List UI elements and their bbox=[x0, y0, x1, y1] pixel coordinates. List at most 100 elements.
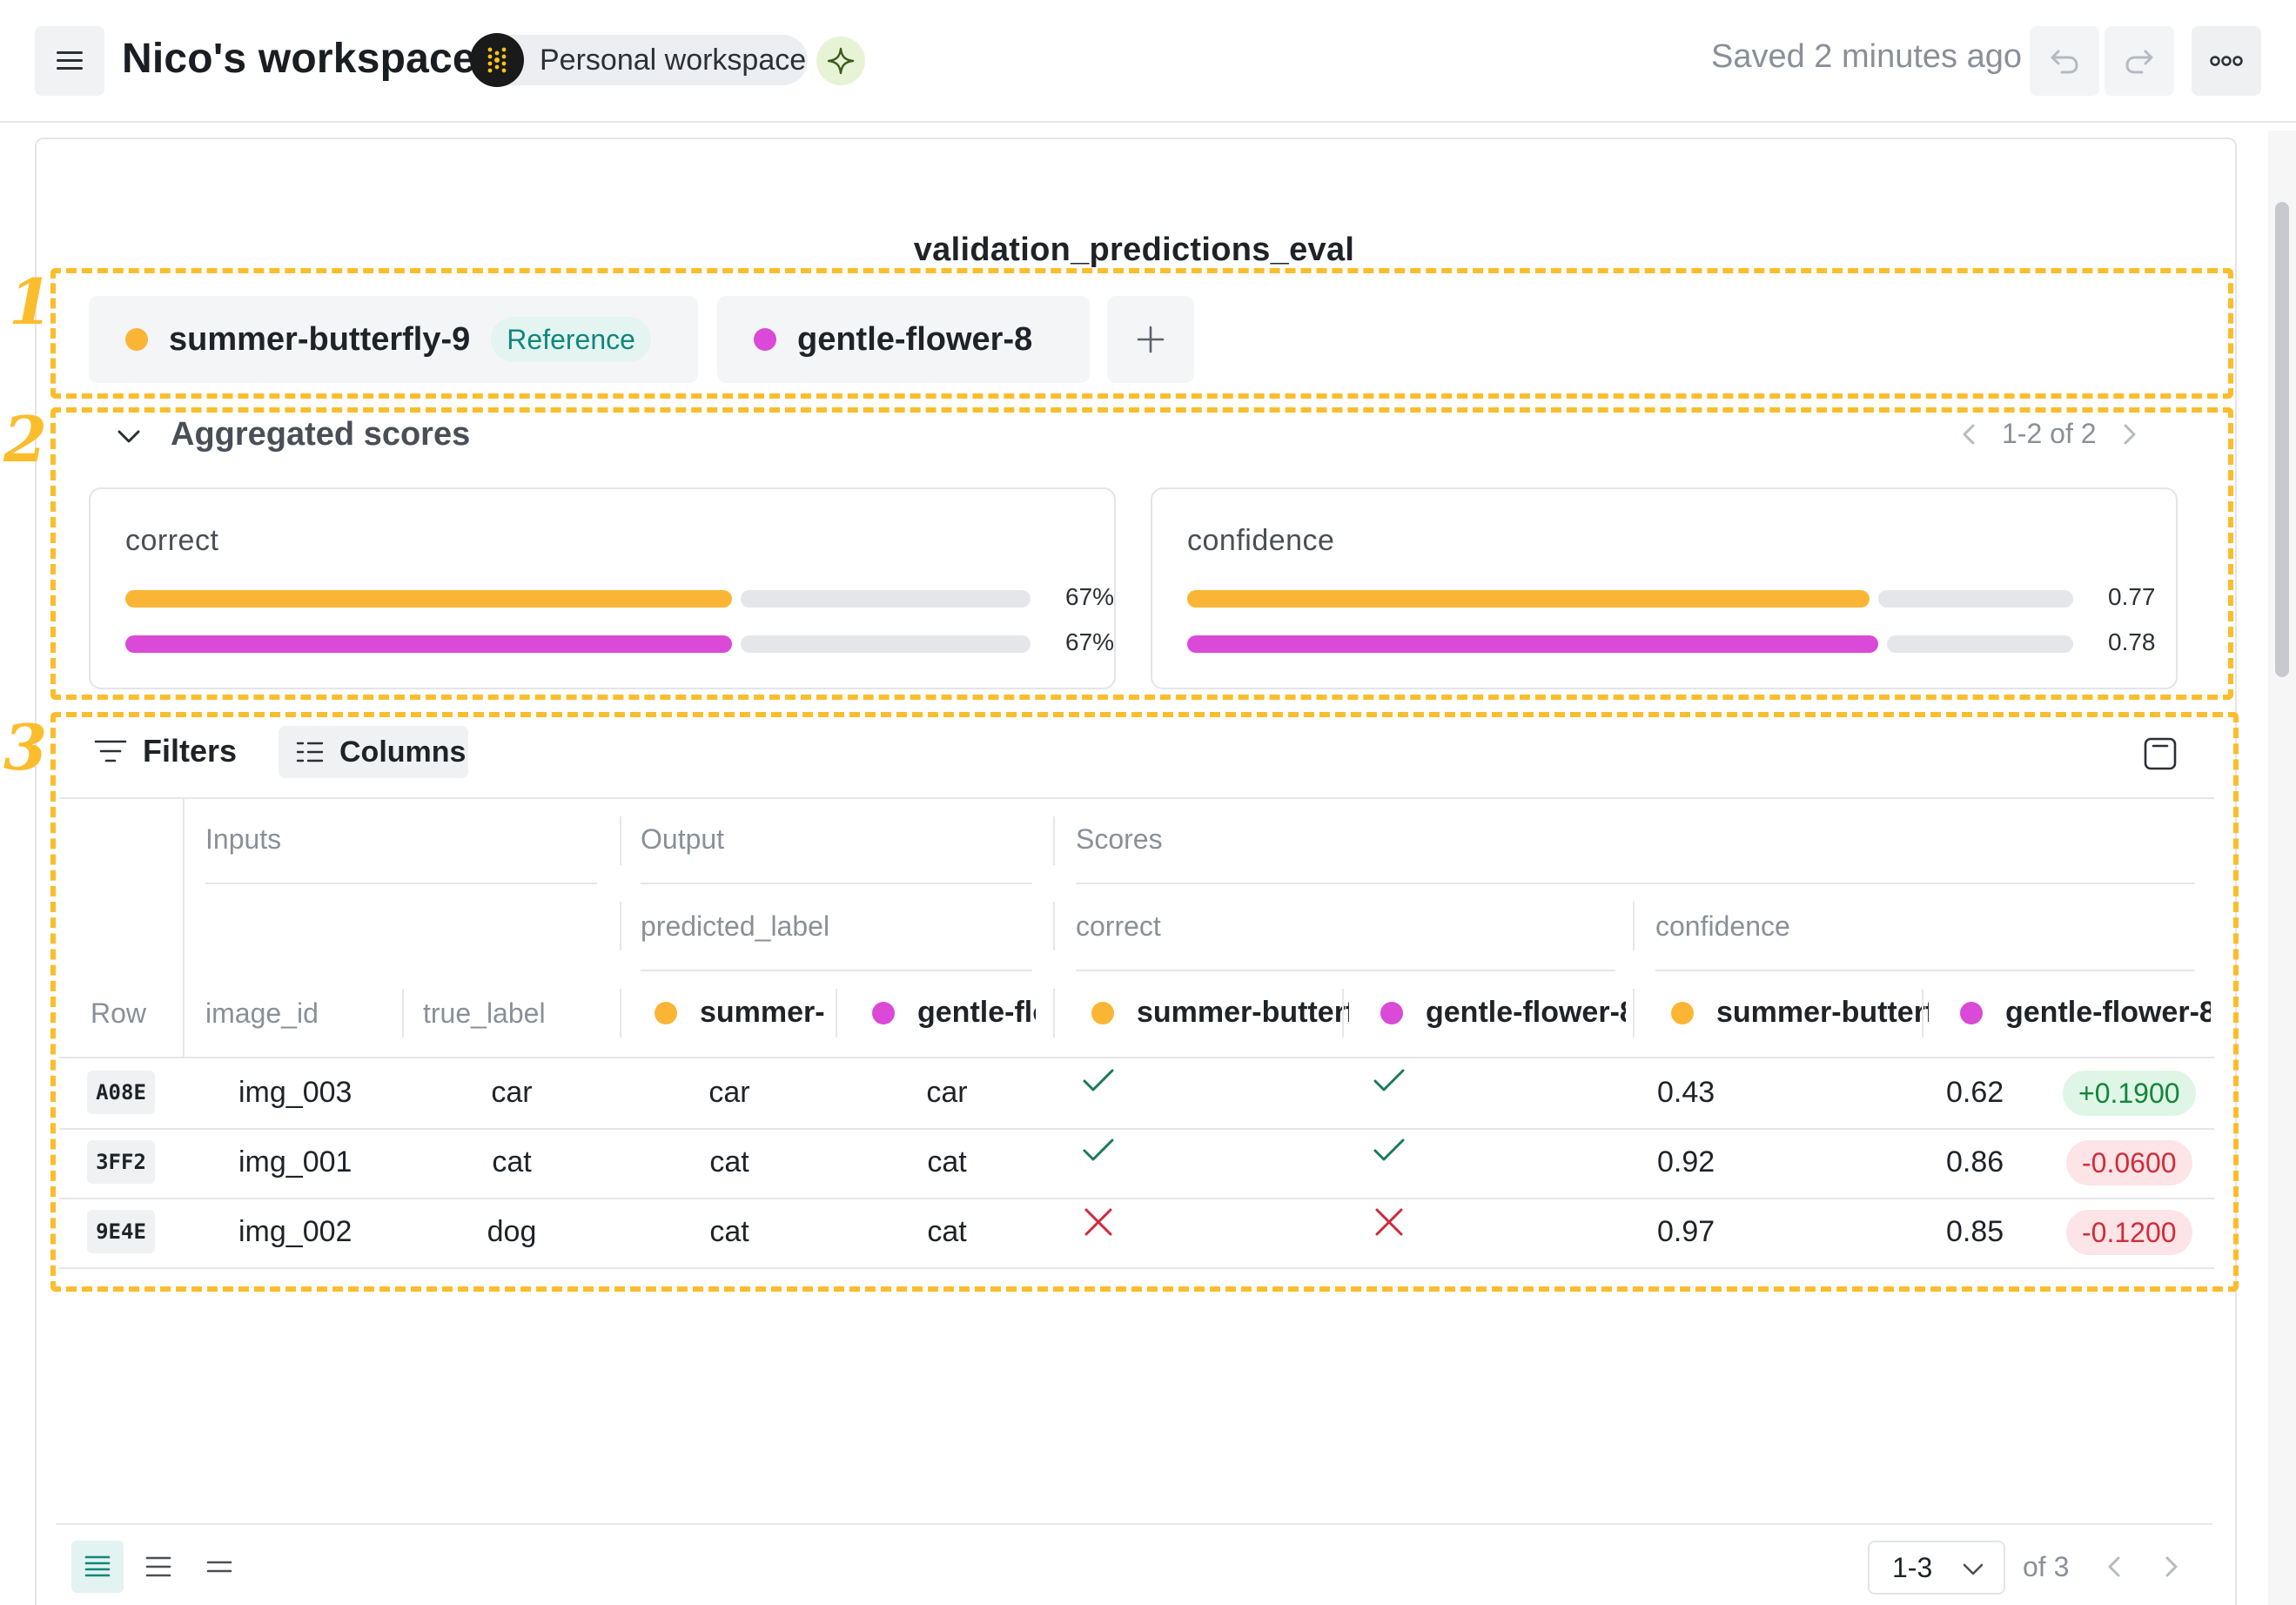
run-color-dot bbox=[872, 1001, 895, 1024]
score-card-confidence[interactable]: confidence 0.77 0.78 bbox=[1151, 487, 2178, 689]
columns-button[interactable]: Columns bbox=[279, 726, 468, 778]
row-id-badge: 9E4E bbox=[87, 1210, 155, 1253]
annotation-box-1 bbox=[50, 268, 2233, 399]
run-name: gentle-flower-8 bbox=[797, 320, 1033, 358]
page-total-label: of 3 bbox=[2023, 1551, 2070, 1582]
column-header-true-label[interactable]: true_label bbox=[423, 997, 546, 1029]
filters-label: Filters bbox=[143, 733, 238, 769]
density-normal-button[interactable] bbox=[132, 1541, 185, 1593]
page-scrollbar-thumb[interactable] bbox=[2275, 202, 2289, 677]
subgroup-header-correct: correct bbox=[1076, 910, 1161, 942]
annotation-box-3 bbox=[50, 712, 2239, 1292]
column-header-conf-gentle-flower-8[interactable]: gentle-flower-8 bbox=[1960, 996, 2211, 1030]
chevron-left-icon[interactable] bbox=[1958, 421, 1979, 447]
score-bar-summer-butterfly-9: 0.77 bbox=[1187, 583, 2156, 610]
aggregated-pager: 1-2 of 2 bbox=[1958, 418, 2140, 450]
menu-icon bbox=[57, 51, 83, 71]
collapse-chevron-icon[interactable] bbox=[113, 421, 144, 453]
column-header-conf-summer-butterfly-9[interactable]: summer-butterfly-9 bbox=[1671, 996, 1929, 1030]
more-icon bbox=[2210, 56, 2243, 66]
workspace-chip[interactable]: Personal workspace bbox=[470, 33, 808, 87]
column-header-image-id[interactable]: image_id bbox=[205, 997, 319, 1029]
redo-button[interactable] bbox=[2105, 26, 2174, 96]
score-value: 67% bbox=[1065, 628, 1115, 655]
check-icon bbox=[1083, 1138, 1114, 1161]
previous-page-icon[interactable] bbox=[2105, 1555, 2124, 1579]
subgroup-header-predicted-label: predicted_label bbox=[641, 910, 830, 942]
cell-true-label: car bbox=[491, 1076, 533, 1109]
undo-button[interactable] bbox=[2030, 26, 2099, 96]
cross-icon bbox=[1375, 1208, 1403, 1236]
run-color-dot bbox=[1671, 1001, 1694, 1024]
reference-badge: Reference bbox=[491, 317, 651, 362]
filters-button[interactable]: Filters bbox=[94, 733, 237, 769]
density-comfortable-icon bbox=[206, 1561, 232, 1573]
score-bar-summer-butterfly-9: 67% bbox=[125, 583, 1114, 610]
run-chip-summer-butterfly-9[interactable]: summer-butterfly-9 Reference bbox=[89, 296, 698, 383]
cell-image-id: img_002 bbox=[238, 1215, 352, 1248]
next-page-icon[interactable] bbox=[2162, 1555, 2181, 1579]
cell-pred-summer-butterfly-9: cat bbox=[709, 1215, 749, 1248]
cell-true-label: cat bbox=[492, 1145, 532, 1179]
expand-table-icon[interactable] bbox=[2143, 736, 2178, 771]
column-header-pred-summer-butterfly-9[interactable]: summer-butterfly-9 bbox=[655, 996, 825, 1030]
score-bar-gentle-flower-8: 0.78 bbox=[1187, 628, 2156, 655]
aggregated-pager-label: 1-2 of 2 bbox=[2002, 418, 2097, 449]
cell-conf-gentle-flower-8: 0.85 bbox=[1946, 1215, 2004, 1248]
cell-conf-gentle-flower-8: 0.86 bbox=[1946, 1145, 2004, 1179]
sparkle-icon bbox=[827, 47, 855, 75]
plus-icon bbox=[1137, 326, 1165, 353]
score-bar-gentle-flower-8: 67% bbox=[125, 628, 1114, 655]
density-comfortable-button[interactable] bbox=[193, 1541, 245, 1593]
footer-divider bbox=[56, 1523, 2212, 1525]
cell-conf-summer-butterfly-9: 0.97 bbox=[1657, 1215, 1715, 1248]
confidence-diff-badge: -0.1200 bbox=[2066, 1210, 2192, 1255]
columns-label: Columns bbox=[339, 735, 467, 769]
ai-assist-button[interactable] bbox=[816, 37, 865, 85]
row-id-badge: A08E bbox=[87, 1071, 155, 1114]
page-range-value: 1-3 bbox=[1892, 1551, 1933, 1583]
run-chip-gentle-flower-8[interactable]: gentle-flower-8 bbox=[717, 296, 1090, 383]
cell-pred-gentle-flower-8: car bbox=[926, 1076, 968, 1109]
column-header-pred-gentle-flower-8[interactable]: gentle-flower-8 bbox=[872, 996, 1036, 1030]
run-color-dot bbox=[655, 1001, 677, 1024]
columns-icon bbox=[296, 742, 324, 762]
annotation-number-1: 1 bbox=[9, 265, 53, 339]
cross-icon bbox=[1084, 1208, 1112, 1236]
group-header-scores: Scores bbox=[1076, 823, 1163, 855]
confidence-diff-badge: +0.1900 bbox=[2063, 1071, 2196, 1116]
row-id-badge: 3FF2 bbox=[87, 1140, 155, 1184]
filter-icon bbox=[94, 740, 127, 762]
cell-pred-summer-butterfly-9: car bbox=[708, 1076, 750, 1109]
menu-button[interactable] bbox=[35, 26, 104, 96]
column-header-correct-summer-butterfly-9[interactable]: summer-butterfly-9 bbox=[1091, 996, 1349, 1030]
cell-pred-gentle-flower-8: cat bbox=[927, 1145, 967, 1179]
run-color-dot bbox=[125, 328, 148, 351]
more-button[interactable] bbox=[2192, 26, 2261, 96]
density-compact-icon bbox=[84, 1555, 111, 1577]
run-color-dot bbox=[1960, 1001, 1983, 1024]
run-color-dot bbox=[754, 328, 776, 351]
chevron-down-icon bbox=[1963, 1563, 1984, 1575]
column-header-correct-gentle-flower-8[interactable]: gentle-flower-8 bbox=[1380, 996, 1626, 1030]
redo-icon bbox=[2125, 50, 2153, 74]
add-run-button[interactable] bbox=[1107, 296, 1194, 383]
density-normal-icon bbox=[145, 1556, 171, 1577]
evaluation-title: validation_predictions_eval bbox=[913, 232, 1355, 268]
density-compact-button[interactable] bbox=[71, 1541, 124, 1593]
cell-image-id: img_001 bbox=[238, 1145, 352, 1179]
check-icon bbox=[1373, 1069, 1405, 1091]
score-value: 0.78 bbox=[2108, 628, 2156, 655]
chevron-right-icon[interactable] bbox=[2119, 421, 2140, 447]
confidence-diff-badge: -0.0600 bbox=[2066, 1140, 2192, 1185]
score-card-correct[interactable]: correct 67% 67% bbox=[89, 487, 1116, 689]
annotation-number-3: 3 bbox=[3, 710, 48, 784]
page-range-select[interactable]: 1-3 bbox=[1868, 1541, 2005, 1595]
cell-conf-gentle-flower-8: 0.62 bbox=[1946, 1076, 2004, 1109]
subgroup-header-confidence: confidence bbox=[1655, 910, 1790, 942]
run-name: summer-butterfly-9 bbox=[169, 320, 471, 358]
group-header-inputs: Inputs bbox=[205, 823, 282, 855]
aggregated-scores-title: Aggregated scores bbox=[171, 416, 471, 453]
cell-pred-gentle-flower-8: cat bbox=[927, 1215, 967, 1248]
score-card-label: correct bbox=[125, 524, 219, 557]
